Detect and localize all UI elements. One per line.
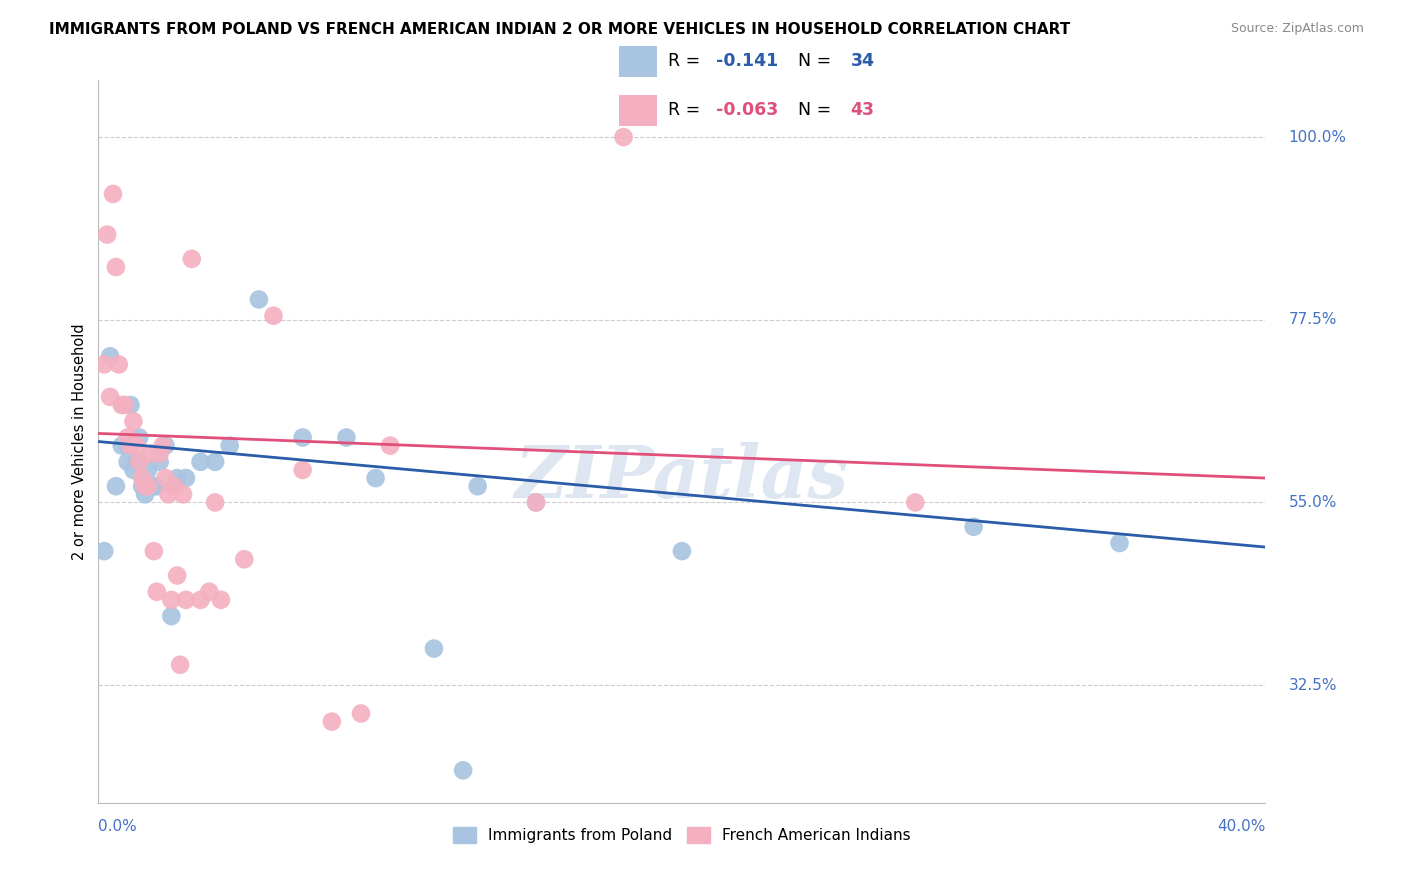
Point [122,463,145,477]
Point [108,358,131,372]
Point [613,130,636,145]
Point [174,592,197,607]
Point [120,439,142,453]
Bar [620,95,657,126]
Point [98,390,121,404]
Text: -0.141: -0.141 [717,52,779,70]
Text: 32.5%: 32.5% [1289,678,1337,692]
Point [218,439,240,453]
Point [380,439,402,453]
Y-axis label: 2 or more Vehicles in Household: 2 or more Vehicles in Household [72,323,87,560]
Point [204,495,226,509]
Point [166,568,188,582]
Point [190,592,212,607]
Point [904,495,927,509]
Point [169,657,191,672]
Text: IMMIGRANTS FROM POLAND VS FRENCH AMERICAN INDIAN 2 OR MORE VEHICLES IN HOUSEHOLD: IMMIGRANTS FROM POLAND VS FRENCH AMERICA… [49,22,1070,37]
Point [125,455,148,469]
Text: -0.063: -0.063 [717,101,779,119]
Point [180,252,202,266]
Legend: Immigrants from Poland, French American Indians: Immigrants from Poland, French American … [447,822,917,849]
Point [134,487,156,501]
Point [136,479,159,493]
Point [671,544,693,558]
Point [263,309,285,323]
Point [139,447,162,461]
Point [93,358,115,372]
Point [174,471,197,485]
Point [157,487,180,501]
Point [198,584,221,599]
Point [321,714,343,729]
Text: 55.0%: 55.0% [1289,495,1337,510]
Point [128,430,150,444]
Point [96,227,118,242]
Text: Source: ZipAtlas.com: Source: ZipAtlas.com [1230,22,1364,36]
Text: ZIPatlas: ZIPatlas [515,442,849,513]
Point [120,398,142,412]
Point [467,479,489,493]
Point [204,455,226,469]
Point [209,592,232,607]
Point [111,398,134,412]
Point [152,439,174,453]
Point [155,471,177,485]
Point [142,544,165,558]
Point [128,455,150,469]
Text: 100.0%: 100.0% [1289,129,1347,145]
Point [149,455,172,469]
Point [117,455,139,469]
Text: R =: R = [668,101,706,119]
Point [962,520,984,534]
Point [111,439,134,453]
Point [524,495,547,509]
Text: 0.0%: 0.0% [98,819,138,834]
Point [142,479,165,493]
Point [131,479,153,493]
Point [172,487,194,501]
Point [291,430,314,444]
Point [350,706,373,721]
Point [117,439,139,453]
Point [134,479,156,493]
Point [155,439,177,453]
Point [122,414,145,428]
Point [146,479,169,493]
Point [160,609,183,624]
Point [166,471,188,485]
Point [163,479,186,493]
Point [149,447,172,461]
Text: 77.5%: 77.5% [1289,312,1337,327]
Text: N =: N = [799,52,837,70]
Text: N =: N = [799,101,837,119]
Point [101,186,124,201]
Text: 40.0%: 40.0% [1218,819,1265,834]
Point [1108,536,1130,550]
Point [291,463,314,477]
Text: 43: 43 [851,101,875,119]
Point [136,463,159,477]
Point [104,260,127,274]
Point [114,398,136,412]
Point [131,471,153,485]
Point [98,349,121,363]
Point [160,592,183,607]
Text: 34: 34 [851,52,875,70]
Point [233,552,256,566]
Point [117,430,139,444]
Point [364,471,387,485]
Point [125,439,148,453]
Point [524,495,547,509]
Point [247,293,270,307]
Bar [620,45,657,77]
Point [423,641,446,656]
Point [451,764,474,778]
Text: R =: R = [668,52,706,70]
Point [190,455,212,469]
Point [93,544,115,558]
Point [104,479,127,493]
Point [146,584,169,599]
Point [335,430,357,444]
